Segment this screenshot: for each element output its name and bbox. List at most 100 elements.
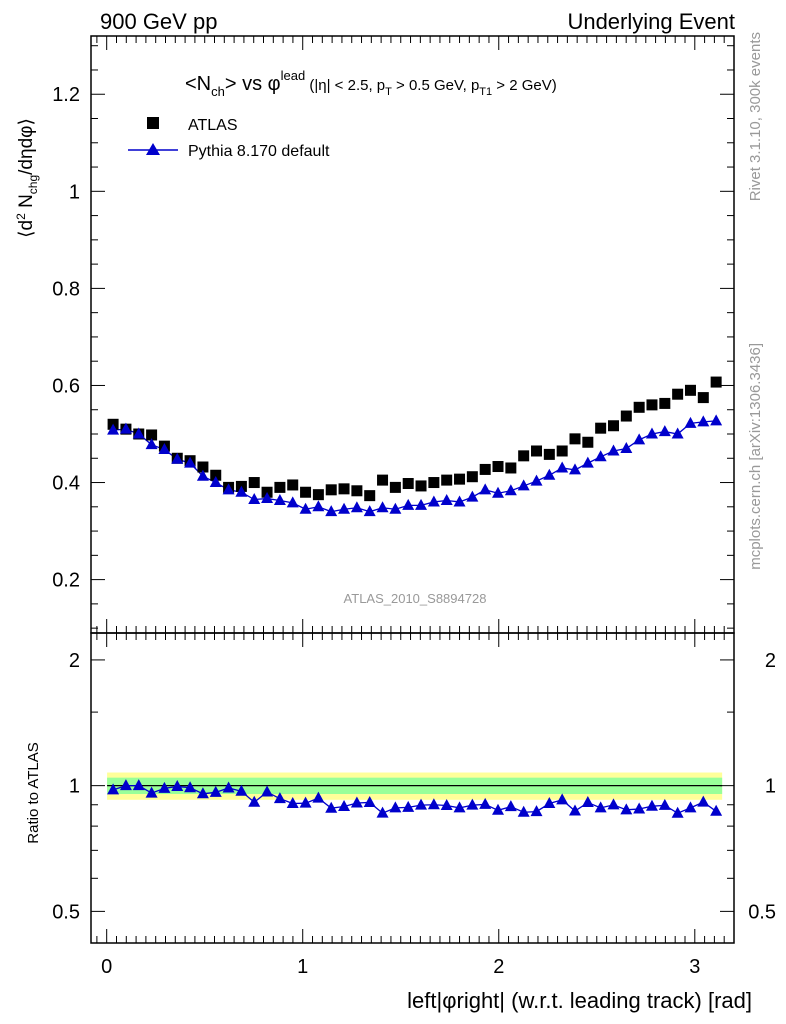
mc-point — [222, 483, 235, 495]
data-point — [338, 483, 350, 495]
mc-point — [556, 461, 569, 473]
ratio-point — [415, 798, 428, 810]
ratio-point — [671, 806, 684, 818]
mc-point — [530, 474, 543, 486]
mc-point — [325, 505, 338, 517]
x-axis-label: left|φright| (w.r.t. leading track) [rad… — [407, 988, 752, 1013]
title-vs: > vs φ — [225, 73, 281, 95]
ratio-point — [196, 787, 209, 799]
ratio-point — [402, 800, 415, 812]
process-label: Underlying Event — [567, 9, 735, 34]
ratio-y-axis-label: Ratio to ATLAS — [25, 742, 42, 843]
mc-point — [466, 490, 479, 502]
mc-point — [594, 450, 607, 462]
analysis-id: ATLAS_2010_S8894728 — [344, 591, 487, 606]
ratio-tick-label-right: 0.5 — [748, 901, 776, 923]
mc-point — [363, 505, 376, 517]
data-point — [633, 401, 645, 413]
mc-point — [350, 501, 363, 513]
ratio-point — [658, 798, 671, 810]
ratio-point — [235, 784, 248, 796]
title-cut-a-sub: T — [385, 86, 392, 98]
title-cut-a: (|η| < 2.5, p — [305, 77, 385, 94]
data-point — [300, 486, 312, 498]
mc-point — [620, 442, 633, 454]
data-point — [646, 399, 658, 411]
mc-point — [145, 438, 158, 450]
mc-point — [338, 502, 351, 514]
ratio-point — [556, 793, 569, 805]
data-point — [607, 420, 619, 432]
legend-mc-label: Pythia 8.170 default — [188, 143, 330, 160]
data-point — [454, 473, 466, 485]
mc-point — [107, 423, 120, 435]
ratio-tick-label-right: 2 — [765, 650, 776, 672]
mc-point — [209, 476, 222, 488]
data-point — [620, 410, 632, 422]
mc-point — [671, 427, 684, 439]
rivet-version-label: Rivet 3.1.10, 300k events — [747, 32, 764, 201]
mc-point — [286, 496, 299, 508]
data-point — [377, 474, 389, 486]
axis-ticks: 0 1 2 3 0.2 0.4 0.6 0.8 1 1.2 0.5 0.5 1 1 2 2 — [52, 36, 776, 978]
legend-data-label: ATLAS — [188, 117, 238, 134]
y-tick-label: 0.8 — [52, 278, 80, 300]
x-tick-label: 1 — [297, 956, 308, 978]
mc-point — [427, 495, 440, 507]
ratio-point — [248, 795, 261, 807]
ratio-point — [363, 795, 376, 807]
ratio-point — [209, 785, 222, 797]
mc-point — [607, 444, 620, 456]
mc-point — [184, 456, 197, 468]
mc-point — [504, 484, 517, 496]
mc-point — [261, 492, 274, 504]
ratio-point — [119, 779, 132, 791]
mc-point — [235, 485, 248, 497]
data-point — [531, 445, 543, 457]
ratio-point — [607, 798, 620, 810]
mc-point — [440, 493, 453, 505]
y-tick-label: 1.2 — [52, 84, 80, 106]
data-point — [569, 433, 581, 445]
data-point — [466, 471, 478, 483]
ratio-point — [492, 803, 505, 815]
x-tick-label: 2 — [493, 956, 504, 978]
title-main: <N — [185, 73, 211, 95]
ratio-point — [594, 801, 607, 813]
data-point — [415, 480, 427, 492]
ratio-point — [350, 796, 363, 808]
ratio-point — [440, 799, 453, 811]
data-point — [248, 477, 260, 489]
ratio-point — [517, 805, 530, 817]
mc-point — [119, 422, 132, 434]
mc-point — [517, 479, 530, 491]
energy-label: 900 GeV pp — [100, 9, 217, 34]
y-tick-label: 1 — [69, 181, 80, 203]
mc-point — [684, 416, 697, 428]
mc-point — [273, 493, 286, 505]
data-point — [492, 461, 504, 473]
ratio-point — [273, 792, 286, 804]
x-tick-label: 0 — [101, 956, 112, 978]
ratio-tick-label-left: 0.5 — [52, 901, 80, 923]
legend: ATLAS Pythia 8.170 default — [128, 117, 330, 160]
ratio-point — [171, 779, 184, 791]
y-tick-label: 0.4 — [52, 473, 80, 495]
ratio-point — [389, 801, 402, 813]
mc-point — [645, 427, 658, 439]
mc-point — [389, 502, 402, 514]
ratio-point — [107, 783, 120, 795]
ratio-bands — [107, 772, 723, 800]
ratio-tick-label-left: 1 — [69, 776, 80, 798]
ratio-point — [453, 801, 466, 813]
ratio-point — [479, 797, 492, 809]
mc-point — [376, 501, 389, 513]
y-tick-label: 0.2 — [52, 570, 80, 592]
data-point — [518, 450, 530, 462]
data-point — [659, 397, 671, 409]
ratio-point — [325, 801, 338, 813]
y-tick-label: 0.6 — [52, 375, 80, 397]
mc-point — [658, 425, 671, 437]
mcplots-label: mcplots.cern.ch [arXiv:1306.3436] — [747, 343, 764, 570]
